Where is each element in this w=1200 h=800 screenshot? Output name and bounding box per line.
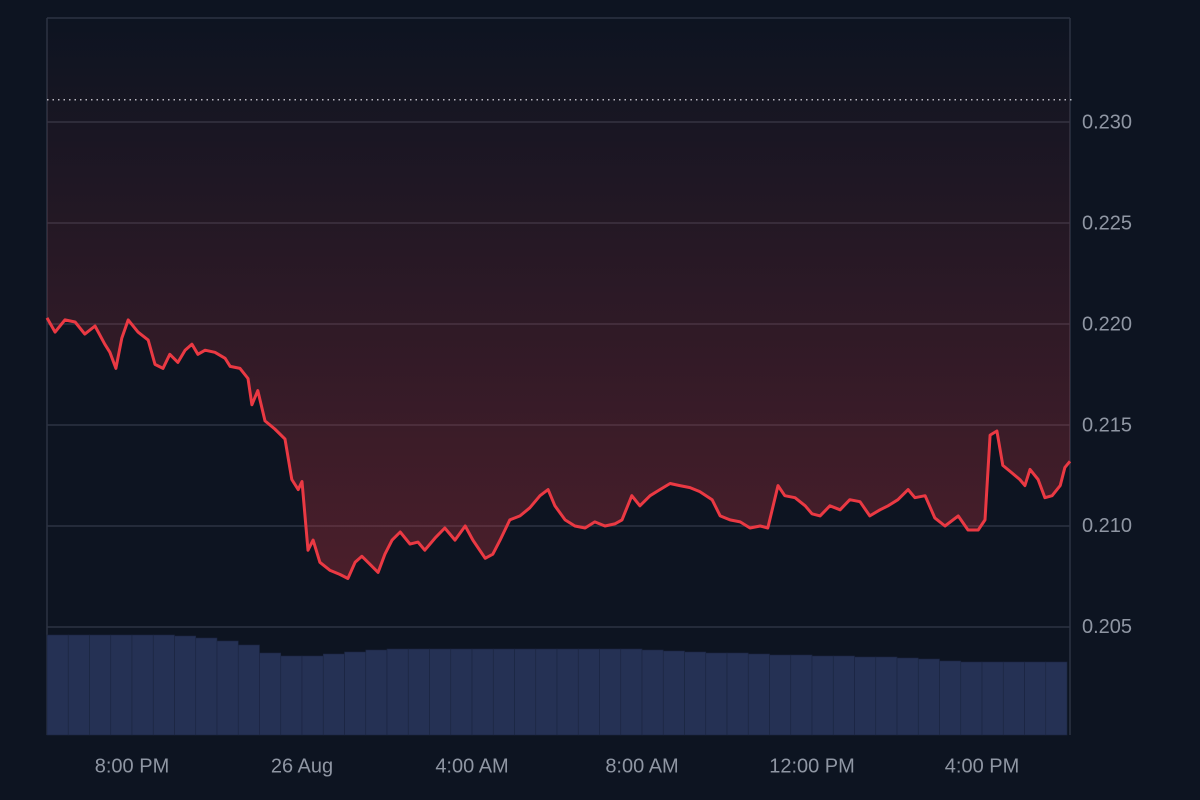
volume-bar: [280, 655, 303, 736]
volume-bar: [450, 648, 473, 736]
volume-bar: [641, 649, 664, 736]
volume-bar: [514, 648, 537, 736]
volume-bar: [960, 661, 983, 736]
volume-bar: [705, 652, 728, 736]
y-tick-label: 0.220: [1082, 313, 1132, 335]
volume-bar: [301, 655, 324, 736]
volume-bar: [110, 634, 133, 736]
x-tick-label: 4:00 AM: [435, 755, 508, 777]
x-tick-label: 8:00 PM: [95, 755, 169, 777]
volume-bar: [535, 648, 558, 736]
y-tick-label: 0.205: [1082, 616, 1132, 638]
volume-bar: [89, 634, 112, 736]
volume-bar: [322, 653, 345, 736]
y-tick-label: 0.210: [1082, 515, 1132, 537]
volume-bar: [917, 658, 940, 736]
volume-bar: [811, 655, 834, 736]
volume-bar: [365, 649, 388, 736]
volume-bar: [747, 653, 770, 736]
volume-bar: [131, 634, 154, 736]
volume-bar: [407, 648, 430, 736]
volume-bar: [386, 648, 409, 736]
volume-bar: [620, 648, 643, 736]
area-fill: [47, 18, 1070, 579]
volume-bar: [684, 651, 707, 736]
volume-bar: [46, 634, 69, 736]
x-tick-label: 12:00 PM: [769, 755, 855, 777]
y-tick-label: 0.225: [1082, 212, 1132, 234]
volume-bar: [939, 660, 962, 736]
x-tick-label: 8:00 AM: [605, 755, 678, 777]
volume-bar: [1024, 661, 1047, 736]
volume-bar: [152, 634, 175, 736]
x-tick-label: 4:00 PM: [945, 755, 1019, 777]
volume-bar: [662, 650, 685, 736]
price-line: [45, 317, 1072, 580]
x-tick-label: 26 Aug: [271, 755, 333, 777]
y-tick-label: 0.230: [1082, 111, 1132, 133]
volume-bar: [577, 648, 600, 736]
volume-bar: [875, 656, 898, 736]
volume-bar: [195, 637, 218, 736]
volume-bar: [854, 656, 877, 736]
volume-bar: [344, 651, 367, 736]
volume-bar: [492, 648, 515, 736]
volume-bar: [896, 657, 919, 736]
volume-bar: [237, 644, 260, 736]
volume-bar: [67, 634, 90, 736]
volume-bar: [981, 661, 1004, 736]
volume-bar: [1045, 661, 1068, 736]
volume-bar: [556, 648, 579, 736]
volume-bar: [726, 652, 749, 736]
volume-bar: [174, 635, 197, 736]
volume-bar: [259, 652, 282, 736]
volume-bar: [1002, 661, 1025, 736]
volume-bar: [471, 648, 494, 736]
y-tick-label: 0.215: [1082, 414, 1132, 436]
volume-bar: [832, 655, 855, 736]
volume-bar: [429, 648, 452, 736]
volume-bar: [769, 654, 792, 736]
volume-bar: [790, 654, 813, 736]
volume-bar: [216, 640, 239, 736]
volume-bar: [599, 648, 622, 736]
